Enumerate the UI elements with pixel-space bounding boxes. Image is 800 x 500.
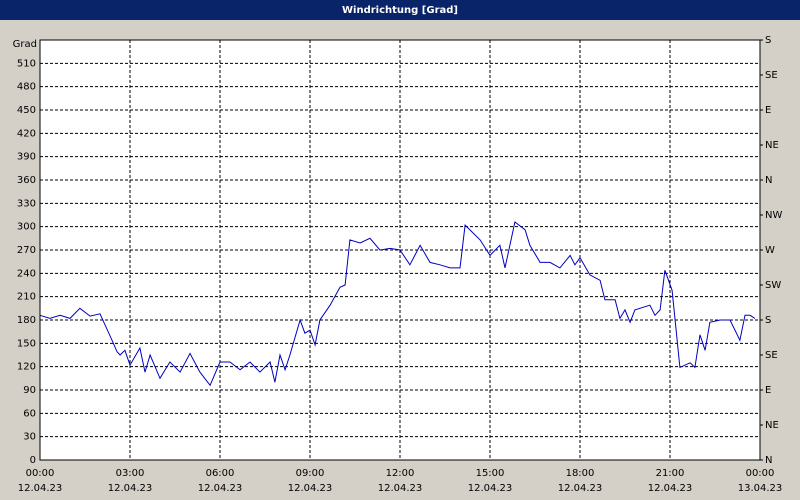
x-tick-label: 03:00 <box>116 468 145 479</box>
y2-tick-label: W <box>765 245 775 256</box>
x-tick-label: 06:00 <box>206 468 235 479</box>
y-tick-label: 270 <box>17 245 36 256</box>
x-tick-date: 12.04.23 <box>648 483 693 494</box>
y-tick-label: 180 <box>17 315 36 326</box>
y2-tick-label: SW <box>765 280 781 291</box>
y-tick-label: 210 <box>17 292 36 303</box>
y-tick-label: 240 <box>17 268 36 279</box>
y-tick-label: 450 <box>17 105 36 116</box>
y-tick-label: 120 <box>17 362 36 373</box>
y-tick-label: 0 <box>30 455 36 466</box>
y-tick-label: 90 <box>23 385 36 396</box>
y-tick-label: 480 <box>17 82 36 93</box>
y2-tick-label: NW <box>765 210 782 221</box>
x-tick-date: 12.04.23 <box>468 483 513 494</box>
x-tick-label: 00:00 <box>26 468 55 479</box>
y-tick-label: 30 <box>23 432 36 443</box>
x-tick-label: 18:00 <box>566 468 595 479</box>
y2-tick-label: S <box>765 35 771 46</box>
x-tick-date: 12.04.23 <box>108 483 153 494</box>
y-tick-label: 510 <box>17 58 36 69</box>
x-tick-label: 12:00 <box>386 468 415 479</box>
data-line <box>39 221 756 387</box>
title-bar <box>0 0 800 20</box>
x-tick-date: 12.04.23 <box>18 483 63 494</box>
y2-tick-label: NE <box>765 420 779 431</box>
y2-tick-label: NE <box>765 140 779 151</box>
y2-tick-label: N <box>765 175 772 186</box>
y2-tick-label: SE <box>765 70 778 81</box>
y2-tick-label: S <box>765 315 771 326</box>
y-tick-label: 360 <box>17 175 36 186</box>
y-axis-label: Grad <box>13 39 37 50</box>
x-tick-date: 12.04.23 <box>378 483 423 494</box>
y2-tick-label: E <box>765 105 771 116</box>
x-tick-label: 09:00 <box>296 468 325 479</box>
y-tick-label: 330 <box>17 198 36 209</box>
x-tick-date: 12.04.23 <box>558 483 603 494</box>
plot-border <box>39 39 761 461</box>
x-tick-label: 15:00 <box>476 468 505 479</box>
y-tick-label: 60 <box>23 408 36 419</box>
x-tick-date: 12.04.23 <box>288 483 333 494</box>
x-tick-label: 21:00 <box>656 468 685 479</box>
chart-title: Windrichtung [Grad] <box>342 5 458 16</box>
x-tick-date: 13.04.23 <box>738 483 783 494</box>
x-tick-label: 00:00 <box>746 468 775 479</box>
y-tick-label: 150 <box>17 338 36 349</box>
y-tick-label: 300 <box>17 222 36 233</box>
x-tick-date: 12.04.23 <box>198 483 243 494</box>
y-tick-label: 390 <box>17 152 36 163</box>
y2-tick-label: E <box>765 385 771 396</box>
y-tick-label: 420 <box>17 128 36 139</box>
y2-tick-label: SE <box>765 350 778 361</box>
y2-tick-label: N <box>765 455 772 466</box>
